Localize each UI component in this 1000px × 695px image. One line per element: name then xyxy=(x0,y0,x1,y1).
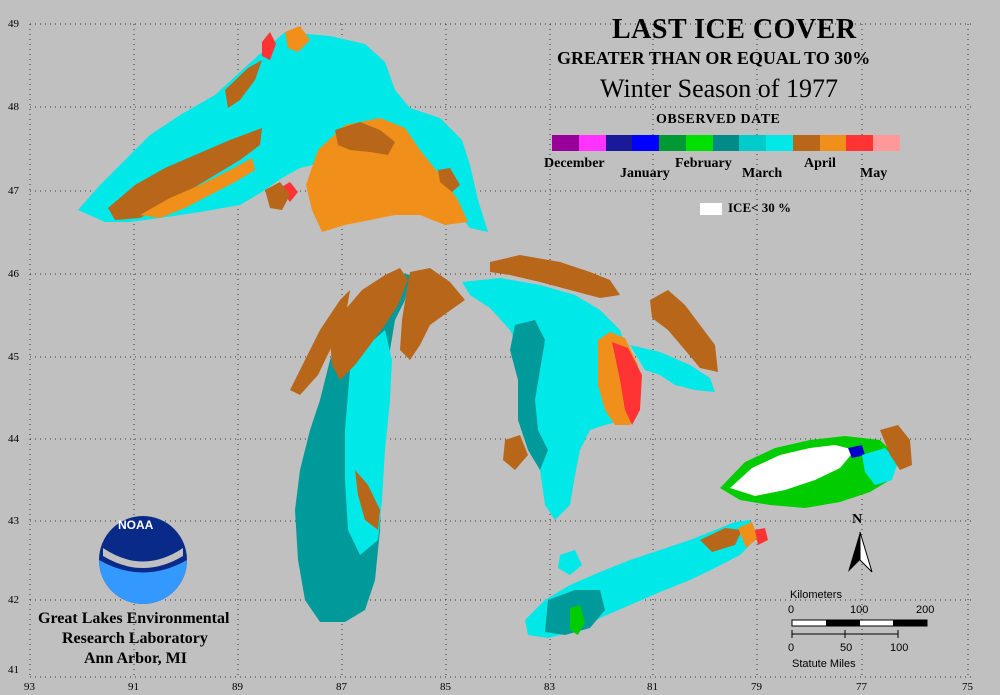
legend-swatch-10 xyxy=(819,135,847,151)
map-title: LAST ICE COVER xyxy=(612,14,857,45)
legend-month-february: February xyxy=(675,156,732,171)
ice-legend-label: ICE< 30 % xyxy=(728,200,792,215)
lat-label-48: 48 xyxy=(8,101,19,113)
legend-month-january: January xyxy=(620,166,670,181)
lat-label-41: 41 xyxy=(8,664,19,676)
season-label: Winter Season of 1977 xyxy=(600,74,838,103)
north-label: N xyxy=(852,512,863,527)
lat-label-49: 49 xyxy=(8,18,19,30)
map-subtitle: GREATER THAN OR EQUAL TO 30% xyxy=(557,48,871,68)
lake-superior xyxy=(78,26,488,232)
scale-mi-tick-50: 50 xyxy=(840,642,853,654)
lake-michigan xyxy=(290,268,410,622)
lab-location: Ann Arbor, MI xyxy=(84,650,187,667)
lake-huron xyxy=(400,255,718,520)
scale-mi-tick-0: 0 xyxy=(788,642,795,654)
lake-erie xyxy=(525,520,768,638)
legend-swatch-2 xyxy=(605,135,633,151)
legend-swatch-3 xyxy=(632,135,660,151)
scale-km-tick-0: 0 xyxy=(788,604,795,616)
lon-label-75: 75 xyxy=(962,681,973,693)
lake-ontario xyxy=(720,425,912,508)
lon-label-93: 93 xyxy=(24,681,35,693)
scale-km-tick-100: 100 xyxy=(850,604,869,616)
lat-label-43: 43 xyxy=(8,515,19,527)
legend-month-may: May xyxy=(860,166,888,181)
lon-label-87: 87 xyxy=(336,681,347,693)
legend-month-april: April xyxy=(804,156,836,171)
lab-name-line1: Great Lakes Environmental xyxy=(38,610,230,627)
legend-month-december: December xyxy=(544,156,605,171)
legend-swatch-7 xyxy=(739,135,767,151)
legend-swatch-6 xyxy=(712,135,740,151)
noaa-logo-text: NOAA xyxy=(118,518,154,532)
north-arrow-icon xyxy=(848,531,873,573)
lat-label-46: 46 xyxy=(8,268,19,280)
scale-mi-label: Statute Miles xyxy=(792,658,856,670)
legend-swatch-8 xyxy=(766,135,793,151)
lon-label-83: 83 xyxy=(544,681,555,693)
lat-label-47: 47 xyxy=(8,185,19,197)
lon-label-85: 85 xyxy=(440,681,451,693)
lat-label-45: 45 xyxy=(8,351,19,363)
lake-st-clair xyxy=(558,550,582,575)
ice-legend-swatch xyxy=(700,203,722,215)
legend-swatch-5 xyxy=(685,135,713,151)
scale-km-label: Kilometers xyxy=(790,589,842,601)
legend-swatch-9 xyxy=(792,135,820,151)
legend-color-bar xyxy=(552,135,900,151)
lon-label-81: 81 xyxy=(647,681,658,693)
legend-heading: OBSERVED DATE xyxy=(656,112,781,127)
lon-label-79: 79 xyxy=(751,681,762,693)
legend-swatch-1 xyxy=(578,135,606,151)
scale-mi-tick-100: 100 xyxy=(890,642,909,654)
legend-month-march: March xyxy=(742,166,783,181)
lon-label-77: 77 xyxy=(856,681,867,693)
legend-swatch-4 xyxy=(659,135,686,151)
lon-label-91: 91 xyxy=(128,681,139,693)
scale-bar xyxy=(791,619,928,638)
legend-swatch-11 xyxy=(846,135,874,151)
noaa-logo xyxy=(99,516,187,604)
scale-km-tick-200: 200 xyxy=(916,604,935,616)
lat-label-42: 42 xyxy=(8,594,19,606)
lab-name-line2: Research Laboratory xyxy=(62,630,208,647)
lat-label-44: 44 xyxy=(8,433,19,445)
lon-label-89: 89 xyxy=(232,681,243,693)
legend-swatch-12 xyxy=(873,135,900,151)
legend-swatch-0 xyxy=(552,135,579,151)
